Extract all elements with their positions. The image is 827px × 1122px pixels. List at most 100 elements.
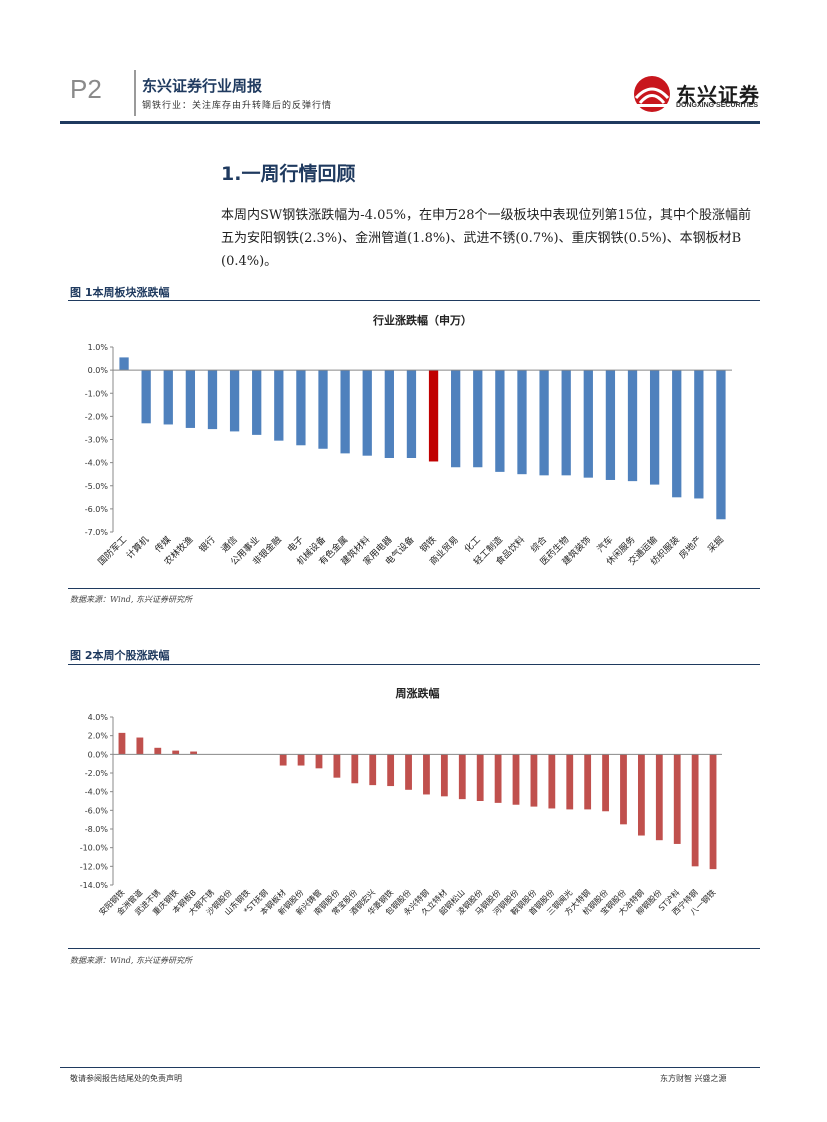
bar [566,754,574,810]
y-tick-label: -2.0% [85,769,109,778]
report-title: 东兴证券行业周报 [142,77,263,95]
bar [172,750,180,755]
figure1-source: 数据来源：Wind, 东兴证券研究所 [70,595,192,604]
chart-industry-returns: 行业涨跌幅（申万） 1.0% 0.0% -1.0% -2.0% -3.0% -4.0% -5.… [85,313,732,568]
bar [494,754,502,803]
bar [691,754,699,867]
bar [517,370,527,475]
bar [405,754,412,790]
x-tick-label: 电子 [285,534,306,555]
x-tick-label: 传媒 [152,534,173,555]
figure2-bottom-rule [68,948,760,949]
header-rule [60,121,760,124]
figure2-title: 图 2本周个股涨跌幅 [70,649,170,662]
x-tick-label: 国防军工 [95,534,129,568]
x-tick-label: 通信 [218,534,239,555]
bar [583,370,593,478]
bar [440,754,448,797]
footer-rule [60,1067,760,1068]
bar [530,754,538,807]
bar [351,754,359,784]
y-tick-label: -3.0% [85,436,109,445]
bar [163,370,173,425]
y-tick-label: -5.0% [85,482,109,491]
bar [369,754,377,786]
bar [190,751,198,755]
bar [548,754,556,809]
x-tick-label: 采掘 [705,534,726,555]
bar [655,754,663,841]
chart-title: 行业涨跌幅（申万） [372,313,472,327]
x-tick-label: 钢铁 [417,534,438,555]
bar [458,754,466,800]
bar [649,370,660,485]
bar [297,754,305,766]
bar [387,754,395,787]
bar [274,370,284,441]
y-tick-label: 0.0% [88,366,109,375]
bar [495,370,505,472]
report-subtitle: 钢铁行业：关注库存由升转降后的反弹行情 [142,101,333,111]
bar [384,370,394,458]
bar [605,370,616,480]
bar [119,357,129,371]
footer-slogan: 东方财智 兴盛之源 [660,1074,727,1083]
company-logo-icon [634,76,670,112]
y-tick-label: -14.0% [80,881,109,890]
y-tick-label: -4.0% [85,788,109,797]
bar [716,370,726,520]
bar [340,370,350,454]
bar [673,754,681,844]
bar [584,754,592,810]
figure1-title: 图 1本周板块涨跌幅 [70,286,170,299]
section-title: 1.一周行情回顾 [221,163,356,185]
x-tick-label: 综合 [528,534,549,555]
y-tick-label: 0.0% [88,750,109,759]
bar [252,370,262,435]
bar [315,754,323,769]
bar [296,370,306,446]
bar [362,370,372,456]
page-number: P2 [70,74,102,104]
figure2-source: 数据来源：Wind, 东兴证券研究所 [70,956,192,965]
y-tick-label: -6.0% [85,505,109,514]
y-tick-label: -1.0% [85,389,109,398]
y-tick-label: -6.0% [85,806,109,815]
bar [279,754,287,766]
chart-title: 周涨跌幅 [396,686,440,700]
x-tick-label: 计算机 [124,534,152,562]
bar [709,754,717,870]
bar [637,754,645,836]
y-tick-label: -10.0% [80,844,109,853]
bar [318,370,328,449]
bar [620,754,627,825]
section-paragraph: 本周内SW钢铁涨跌幅为-4.05%，在申万28个一级板块中表现位列第15位，其中… [221,208,752,269]
bar [512,754,520,805]
bar [672,370,682,498]
bar [207,370,218,430]
bar [333,754,341,778]
bar [476,754,484,801]
bar [602,754,609,812]
logo-text: 东兴证券 [676,83,760,107]
bar [136,737,144,755]
y-tick-label: -2.0% [85,412,109,421]
x-tick-label: 银行 [196,534,217,555]
y-tick-label: 4.0% [88,713,109,722]
y-tick-label: -8.0% [85,825,109,834]
y-tick-label: -12.0% [80,862,109,871]
logo-english: DONGXING SECURITIES [676,102,759,109]
y-tick-label: 1.0% [88,343,109,352]
bar [118,732,126,755]
x-tick-label: 房地产 [676,534,704,562]
figure2-top-rule [68,664,760,665]
x-tick-label: 化工 [462,534,483,555]
bar [141,370,151,424]
header-divider [134,70,136,116]
x-tick-label: 汽车 [594,534,615,555]
bar [423,754,430,795]
bar [406,370,417,458]
bar [428,370,439,462]
bar [154,747,162,755]
footer-disclaimer: 敬请参阅报告结尾处的免责声明 [70,1074,182,1083]
